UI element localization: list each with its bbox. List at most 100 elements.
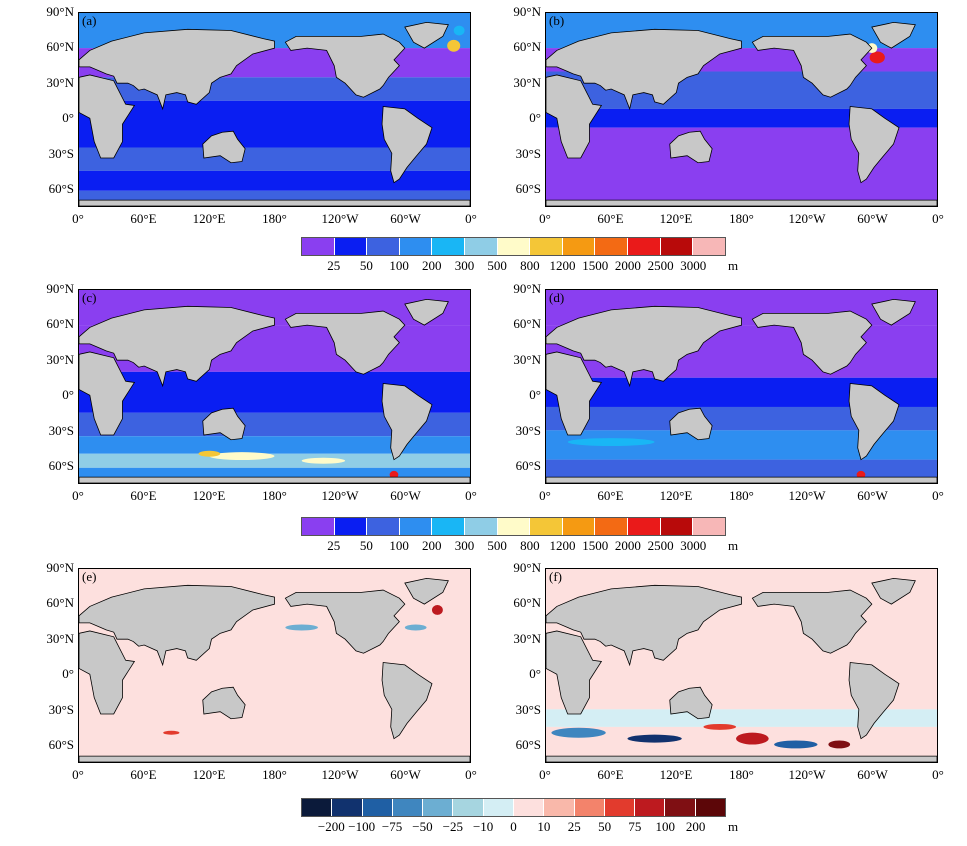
colorbar-swatch [635,799,666,816]
map-panel-c [78,289,471,484]
land-mass [79,74,136,159]
land-mass [669,407,713,441]
land-mass [79,351,136,436]
lon-tick-label: 120°W [788,488,826,503]
colorbar-swatch [334,238,368,255]
colorbar-swatch [628,518,661,535]
lat-tick-label: 30°S [48,701,74,717]
lat-tick-label: 0° [529,387,541,403]
lon-tick-label: 180° [729,488,754,503]
land-mass [546,351,603,436]
colorbar-swatch [497,518,531,535]
lon-tick-label: 120°E [659,767,693,782]
map-panel-a [78,12,471,207]
land-mass [284,33,406,98]
lat-tick-label: 60°S [48,458,74,474]
colorbar-swatch [695,799,725,816]
lat-tick-label: 30°N [46,74,74,90]
lat-tick-label: 0° [529,110,541,126]
colorbar-swatch [367,238,400,255]
land-mass [381,383,433,461]
panel-label: (c) [82,290,97,305]
colorbar-label: 3000 [680,538,707,553]
lon-tick-label: 0° [932,211,944,226]
lat-tick-label: 30°S [48,145,74,161]
field-anomaly [198,450,221,457]
colorbar-label: 800 [520,538,540,553]
land-mass [871,578,916,605]
lat-tick-label: 0° [62,387,74,403]
colorbar-swatch [399,518,433,535]
field-anomaly [431,604,443,615]
colorbar-mld-2 [301,517,726,536]
ocean-field [546,108,937,128]
colorbar-label: 50 [359,538,373,553]
lon-tick-label: 60°W [857,767,888,782]
lat-tick-label: 30°N [46,630,74,646]
land-mass [848,106,900,184]
land-mass [79,630,136,715]
field-anomaly [301,457,346,464]
colorbar-label: −200 [317,819,345,834]
lat-tick-label: 60°S [515,737,541,753]
field-anomaly [567,438,655,447]
colorbar-label: −75 [381,819,403,834]
colorbar-swatch [465,238,498,255]
field-anomaly [453,25,465,36]
colorbar-swatch [483,799,514,816]
lon-tick-label: 60°W [390,488,421,503]
colorbar-swatch [399,238,433,255]
land-mass [79,305,275,388]
field-anomaly [404,624,427,631]
colorbar-swatch [332,799,363,816]
colorbar-label: 25 [567,819,581,834]
field-anomaly [447,39,461,52]
colorbar-swatch [628,238,661,255]
lat-tick-label: 0° [529,666,541,682]
colorbar-swatch [562,238,596,255]
land-mass [404,299,449,326]
colorbar-swatch [334,518,368,535]
lon-tick-label: 60°W [390,211,421,226]
lat-tick-label: 0° [62,110,74,126]
field-anomaly [551,727,606,738]
lat-tick-label: 90°N [513,4,541,19]
colorbar-label: 10 [537,819,551,834]
land-mass [79,28,275,111]
lon-tick-label: 120°E [659,211,693,226]
lat-tick-label: 90°N [513,560,541,575]
colorbar-unit: m [728,819,739,834]
ocean-field [79,147,470,171]
lon-tick-label: 60°W [857,211,888,226]
land-mass [404,22,449,49]
colorbar-swatch [302,238,335,255]
lat-tick-label: 60°N [513,595,541,611]
lat-tick-label: 30°S [515,701,541,717]
colorbar-unit: m [728,538,739,553]
land-mass [381,662,433,740]
land-mass [284,589,406,654]
land-mass [202,407,246,441]
land-mass [79,584,275,667]
colorbar-swatch [513,799,545,816]
lon-tick-label: 60°W [857,488,888,503]
colorbar-label: 0 [510,819,517,834]
field-anomaly [627,734,682,743]
colorbar-swatch [392,799,424,816]
lon-tick-label: 120°E [192,488,226,503]
lat-tick-label: 60°N [513,39,541,55]
colorbar-label: 200 [685,819,706,834]
colorbar-swatch [432,518,466,535]
field-anomaly [163,730,180,735]
colorbar-label: 100 [655,819,676,834]
lon-tick-label: 60°E [130,767,157,782]
land-mass [546,476,937,483]
field-anomaly [736,732,769,745]
colorbar-swatch [465,518,498,535]
lon-tick-label: 60°E [597,488,624,503]
land-mass [202,686,246,720]
colorbar-label: 1500 [582,538,609,553]
land-mass [751,310,873,375]
ocean-field [79,170,470,191]
land-mass [546,630,603,715]
